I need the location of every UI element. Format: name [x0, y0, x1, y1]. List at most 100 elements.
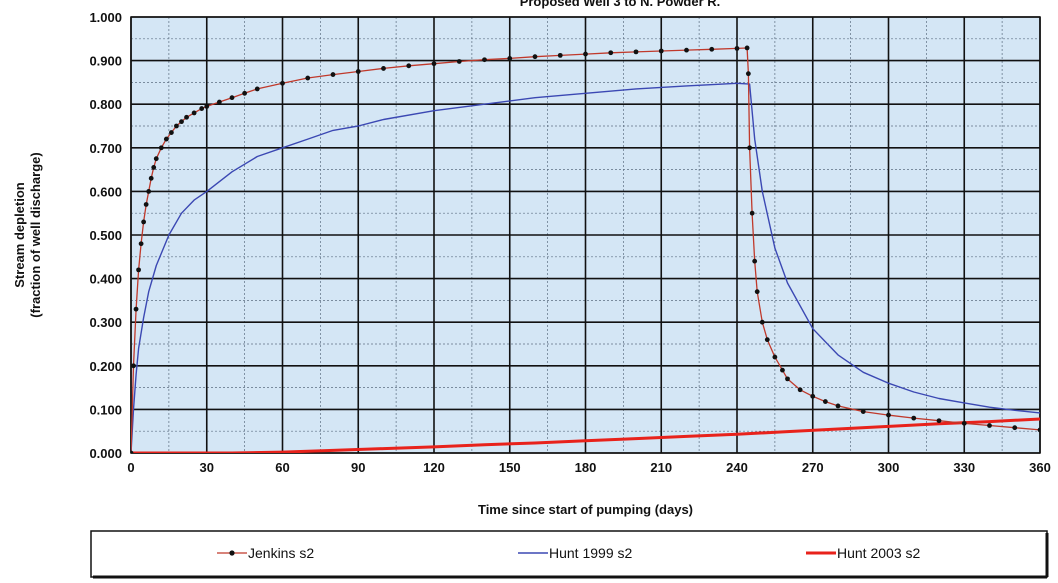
- x-tick-label: 330: [953, 460, 975, 475]
- series-marker-jenkins-s2: [1037, 427, 1040, 433]
- x-axis-label: Time since start of pumping (days): [478, 502, 693, 517]
- series-marker-jenkins-s2: [148, 175, 154, 181]
- series-marker-jenkins-s2: [987, 423, 992, 428]
- series-marker-jenkins-s2: [280, 80, 285, 86]
- series-layer: [131, 45, 1040, 453]
- y-tick-label: 0.800: [89, 97, 122, 112]
- chart-title: Proposed Well 3 to N. Powder R.: [520, 0, 721, 9]
- legend: Jenkins s2 Hunt 1999 s2 Hunt 2003 s2: [90, 530, 1049, 579]
- series-marker-jenkins-s2: [936, 418, 942, 424]
- major-grid: [130, 16, 1041, 454]
- series-line-hunt-1999-s2: [131, 82, 1040, 453]
- x-tick-label: 270: [802, 460, 824, 475]
- legend-box: [90, 530, 1048, 578]
- series-marker-jenkins-s2: [764, 337, 770, 343]
- series-marker-jenkins-s2: [242, 90, 248, 96]
- series-marker-jenkins-s2: [810, 393, 816, 399]
- y-tick-label: 0.200: [89, 359, 122, 374]
- series-marker-jenkins-s2: [822, 399, 828, 404]
- series-marker-jenkins-s2: [153, 156, 159, 162]
- series-marker-jenkins-s2: [131, 363, 136, 369]
- series-marker-jenkins-s2: [179, 119, 184, 125]
- series-marker-jenkins-s2: [911, 415, 917, 421]
- series-marker-jenkins-s2: [759, 319, 765, 325]
- series-marker-jenkins-s2: [658, 48, 664, 54]
- series-marker-jenkins-s2: [583, 51, 588, 57]
- series-marker-jenkins-s2: [163, 136, 169, 142]
- series-marker-jenkins-s2: [709, 46, 715, 52]
- y-tick-labels: 0.000 0.100 0.200 0.300 0.400 0.500 0.600 0.700…: [89, 10, 122, 461]
- legend-label: Hunt 2003 s2: [837, 545, 920, 561]
- x-tick-label: 120: [423, 460, 445, 475]
- x-tick-label: 150: [499, 460, 521, 475]
- x-tick-label: 30: [200, 460, 214, 475]
- y-tick-label: 0.700: [89, 141, 122, 156]
- series-marker-jenkins-s2: [749, 210, 755, 216]
- series-marker-jenkins-s2: [785, 376, 790, 382]
- legend-label: Jenkins s2: [248, 545, 314, 561]
- series-marker-jenkins-s2: [355, 69, 361, 74]
- y-tick-label: 0.500: [89, 228, 122, 243]
- series-marker-jenkins-s2: [229, 95, 235, 101]
- series-marker-jenkins-s2: [684, 47, 689, 53]
- series-marker-jenkins-s2: [431, 61, 437, 67]
- series-marker-jenkins-s2: [143, 202, 149, 207]
- series-line-hunt-2003-s2: [131, 417, 1040, 453]
- x-tick-label: 240: [726, 460, 748, 475]
- series-marker-jenkins-s2: [744, 45, 750, 51]
- x-tick-label: 360: [1029, 460, 1051, 475]
- series-marker-jenkins-s2: [734, 45, 740, 51]
- series-marker-jenkins-s2: [169, 130, 174, 135]
- series-marker-jenkins-s2: [184, 114, 189, 120]
- series-marker-jenkins-s2: [797, 387, 803, 393]
- series-marker-jenkins-s2: [174, 123, 179, 129]
- x-tick-label: 90: [351, 460, 365, 475]
- series-marker-jenkins-s2: [254, 86, 260, 92]
- legend-marker: [229, 550, 235, 556]
- y-tick-label: 0.000: [89, 446, 122, 461]
- y-tick-label: 1.000: [89, 10, 122, 25]
- y-tick-label: 0.600: [89, 184, 122, 199]
- series-marker-jenkins-s2: [158, 145, 164, 151]
- y-tick-label: 0.300: [89, 315, 122, 330]
- series-marker-jenkins-s2: [780, 367, 785, 373]
- series-marker-jenkins-s2: [381, 66, 386, 71]
- series-marker-jenkins-s2: [961, 420, 967, 426]
- series-marker-jenkins-s2: [136, 267, 141, 273]
- y-tick-label: 0.100: [89, 402, 122, 417]
- series-marker-jenkins-s2: [141, 219, 147, 225]
- series-marker-jenkins-s2: [1012, 425, 1018, 431]
- series-marker-jenkins-s2: [772, 354, 778, 360]
- x-tick-label: 0: [127, 460, 134, 475]
- y-tick-label: 0.400: [89, 272, 122, 287]
- y-axis-label-line2: (fraction of well discharge): [28, 152, 43, 317]
- x-tick-labels: 0 30 60 90 120 150 180 210 240 270 300 330 360: [127, 460, 1050, 475]
- series-marker-jenkins-s2: [330, 72, 336, 77]
- series-marker-jenkins-s2: [191, 110, 197, 116]
- series-marker-jenkins-s2: [835, 403, 841, 409]
- series-marker-jenkins-s2: [633, 49, 639, 55]
- y-tick-label: 0.900: [89, 54, 122, 69]
- x-tick-label: 60: [275, 460, 289, 475]
- y-axis-label: Stream depletion (fraction of well disch…: [12, 152, 43, 317]
- series-marker-jenkins-s2: [754, 289, 760, 295]
- series-marker-jenkins-s2: [608, 50, 614, 56]
- series-marker-jenkins-s2: [745, 71, 751, 77]
- series-marker-jenkins-s2: [886, 412, 891, 418]
- series-marker-jenkins-s2: [146, 189, 152, 194]
- x-tick-label: 210: [650, 460, 672, 475]
- series-marker-jenkins-s2: [752, 258, 758, 264]
- series-marker-jenkins-s2: [507, 56, 513, 61]
- series-marker-jenkins-s2: [216, 99, 222, 105]
- series-marker-jenkins-s2: [456, 59, 462, 64]
- x-tick-label: 300: [878, 460, 900, 475]
- series-marker-jenkins-s2: [133, 306, 139, 312]
- series-marker-jenkins-s2: [151, 165, 157, 170]
- legend-label: Hunt 1999 s2: [549, 545, 632, 561]
- y-axis-label-line1: Stream depletion: [12, 182, 27, 288]
- series-marker-jenkins-s2: [557, 52, 563, 58]
- series-marker-jenkins-s2: [204, 103, 210, 109]
- series-marker-jenkins-s2: [305, 75, 311, 81]
- series-marker-jenkins-s2: [138, 241, 144, 247]
